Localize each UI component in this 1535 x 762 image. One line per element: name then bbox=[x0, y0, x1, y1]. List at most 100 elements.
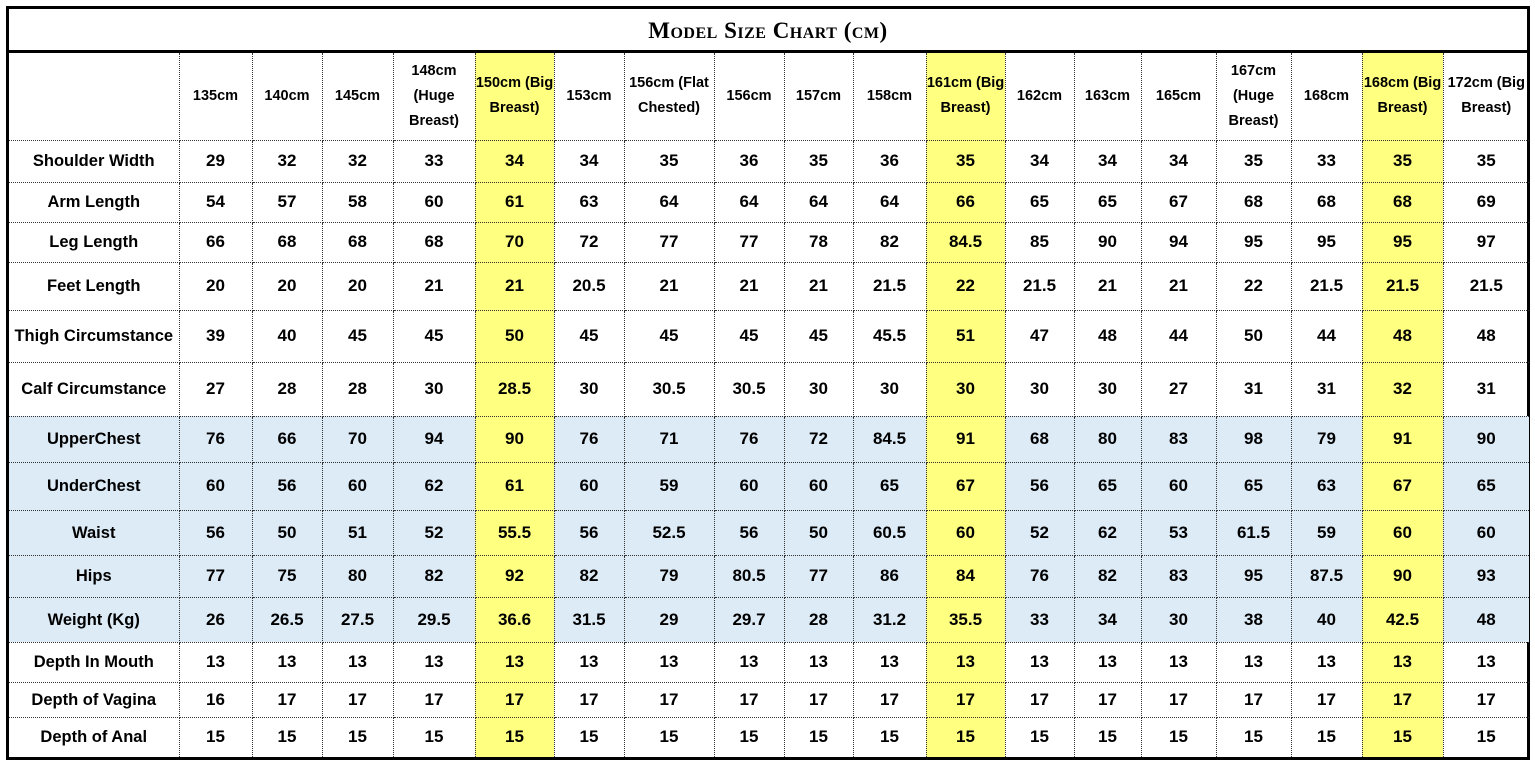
table-cell: 13 bbox=[852, 641, 927, 683]
table-cell: 45 bbox=[713, 309, 785, 363]
table-cell: 85 bbox=[1004, 221, 1075, 263]
table-cell: 32 bbox=[321, 139, 394, 183]
table-cell: 56 bbox=[713, 509, 785, 556]
table-cell: 17 bbox=[713, 681, 785, 718]
table-cell: 95 bbox=[1290, 221, 1363, 263]
column-header: 145cm bbox=[321, 53, 394, 141]
table-cell: 45 bbox=[623, 309, 715, 363]
table-cell: 30.5 bbox=[713, 361, 785, 417]
table-cell: 95 bbox=[1215, 221, 1292, 263]
table-cell: 87.5 bbox=[1290, 554, 1363, 598]
table-cell: 60 bbox=[1140, 461, 1217, 511]
column-header: 157cm bbox=[783, 53, 854, 141]
table-cell: 60 bbox=[925, 509, 1006, 556]
table-cell: 35 bbox=[1361, 139, 1444, 183]
table-cell: 34 bbox=[1073, 139, 1142, 183]
table-cell: 68 bbox=[392, 221, 476, 263]
table-cell: 15 bbox=[1073, 716, 1142, 757]
table-cell: 64 bbox=[783, 181, 854, 223]
table-cell: 45 bbox=[392, 309, 476, 363]
table-cell: 31.2 bbox=[852, 596, 927, 643]
table-cell: 40 bbox=[1290, 596, 1363, 643]
column-header: 168cm bbox=[1290, 53, 1363, 141]
table-cell: 98 bbox=[1215, 415, 1292, 463]
table-cell: 61 bbox=[474, 461, 555, 511]
column-header: 156cm bbox=[713, 53, 785, 141]
table-cell: 31 bbox=[1215, 361, 1292, 417]
table-cell: 82 bbox=[852, 221, 927, 263]
table-cell: 97 bbox=[1442, 221, 1529, 263]
table-cell: 30.5 bbox=[623, 361, 715, 417]
table-cell: 86 bbox=[852, 554, 927, 598]
table-cell: 50 bbox=[251, 509, 323, 556]
table-cell: 35 bbox=[1215, 139, 1292, 183]
table-cell: 47 bbox=[1004, 309, 1075, 363]
table-cell: 59 bbox=[623, 461, 715, 511]
column-header: 148cm (Huge Breast) bbox=[392, 53, 476, 141]
table-cell: 13 bbox=[1442, 641, 1529, 683]
table-cell: 20 bbox=[321, 261, 394, 311]
table-cell: 20 bbox=[251, 261, 323, 311]
table-cell: 77 bbox=[178, 554, 253, 598]
table-cell: 13 bbox=[1290, 641, 1363, 683]
table-cell: 26.5 bbox=[251, 596, 323, 643]
table-cell: 34 bbox=[1073, 596, 1142, 643]
table-cell: 45.5 bbox=[852, 309, 927, 363]
table-cell: 60 bbox=[553, 461, 625, 511]
table-cell: 15 bbox=[553, 716, 625, 757]
column-header: 168cm (Big Breast) bbox=[1361, 53, 1444, 141]
table-cell: 15 bbox=[251, 716, 323, 757]
table-cell: 90 bbox=[1073, 221, 1142, 263]
table-cell: 63 bbox=[1290, 461, 1363, 511]
column-header: 167cm (Huge Breast) bbox=[1215, 53, 1292, 141]
table-row: Waist 56 50 51 52 55.5 56 52.5 56 50 60.5 60 52 62 53 6… bbox=[9, 509, 1529, 556]
table-cell: 33 bbox=[392, 139, 476, 183]
column-header: 135cm bbox=[178, 53, 253, 141]
table-cell: 66 bbox=[925, 181, 1006, 223]
table-cell: 65 bbox=[852, 461, 927, 511]
table-cell: 84.5 bbox=[852, 415, 927, 463]
table-cell: 33 bbox=[1004, 596, 1075, 643]
table-cell: 35 bbox=[623, 139, 715, 183]
table-cell: 80 bbox=[1073, 415, 1142, 463]
table-row: Depth In Mouth 13 13 13 13 13 13 13 13 13 13 13 13 13… bbox=[9, 641, 1529, 683]
table-cell: 15 bbox=[1442, 716, 1529, 757]
table-cell: 94 bbox=[1140, 221, 1217, 263]
table-cell: 78 bbox=[783, 221, 854, 263]
table-row: Calf Circumstance 27 28 28 30 28.5 30 30.5 30.5 3… bbox=[9, 361, 1529, 417]
table-cell: 66 bbox=[178, 221, 253, 263]
column-header: 161cm (Big Breast) bbox=[925, 53, 1006, 141]
table-cell: 21.5 bbox=[1004, 261, 1075, 311]
table-cell: 21.5 bbox=[1442, 261, 1529, 311]
table-cell: 79 bbox=[1290, 415, 1363, 463]
table-row: UpperChest 76 66 70 94 90 76 71 76 72 84.5 91 68 80 83… bbox=[9, 415, 1529, 463]
row-label: Depth of Vagina bbox=[9, 681, 180, 718]
table-cell: 29 bbox=[623, 596, 715, 643]
table-cell: 58 bbox=[321, 181, 394, 223]
table-cell: 15 bbox=[623, 716, 715, 757]
table-cell: 13 bbox=[925, 641, 1006, 683]
table-cell: 70 bbox=[321, 415, 394, 463]
table-cell: 16 bbox=[178, 681, 253, 718]
table-cell: 38 bbox=[1215, 596, 1292, 643]
table-cell: 67 bbox=[1140, 181, 1217, 223]
table-cell: 27 bbox=[178, 361, 253, 417]
table-cell: 94 bbox=[392, 415, 476, 463]
table-cell: 21 bbox=[474, 261, 555, 311]
table-cell: 20 bbox=[178, 261, 253, 311]
column-header: 163cm bbox=[1073, 53, 1142, 141]
table-cell: 77 bbox=[783, 554, 854, 598]
table-cell: 42.5 bbox=[1361, 596, 1444, 643]
table-cell: 35 bbox=[783, 139, 854, 183]
table-cell: 17 bbox=[321, 681, 394, 718]
table-cell: 28 bbox=[251, 361, 323, 417]
column-header: 150cm (Big Breast) bbox=[474, 53, 555, 141]
table-cell: 91 bbox=[925, 415, 1006, 463]
table-cell: 76 bbox=[178, 415, 253, 463]
table-cell: 65 bbox=[1004, 181, 1075, 223]
table-cell: 22 bbox=[925, 261, 1006, 311]
table-cell: 72 bbox=[783, 415, 854, 463]
table-cell: 35 bbox=[925, 139, 1006, 183]
table-cell: 34 bbox=[474, 139, 555, 183]
table-cell: 62 bbox=[1073, 509, 1142, 556]
